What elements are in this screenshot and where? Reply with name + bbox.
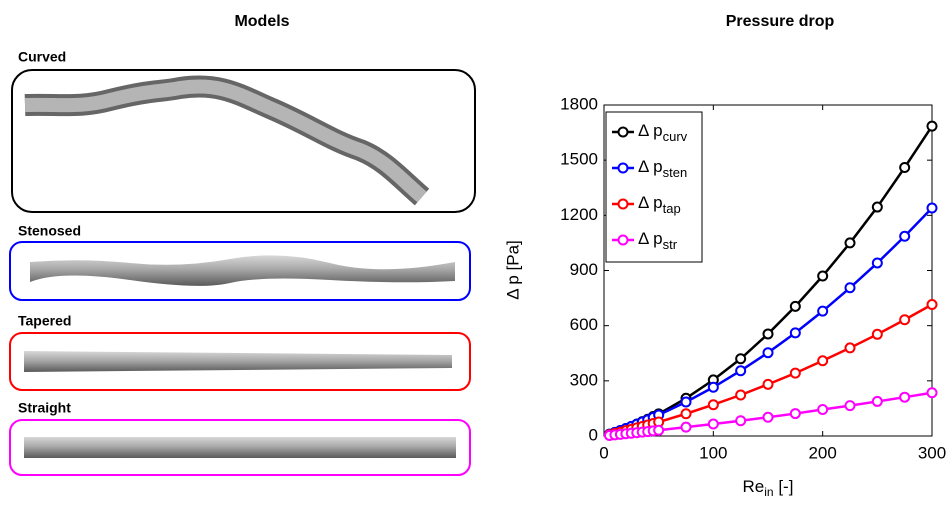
model-label: Tapered (18, 313, 71, 329)
stenosed-model (30, 255, 455, 286)
y-tick-label: 300 (570, 370, 598, 389)
point (928, 300, 937, 309)
y-tick-label: 0 (589, 425, 598, 444)
point (873, 203, 882, 212)
point (873, 258, 882, 267)
x-tick-label: 0 (599, 443, 608, 462)
point (928, 203, 937, 212)
legend-sub: curv (663, 129, 688, 144)
point (818, 356, 827, 365)
x-axis-label: Rein [-] (743, 477, 794, 499)
legend-sub: tap (663, 201, 681, 216)
model-label: Curved (18, 49, 66, 65)
point (764, 329, 773, 338)
x-tick-label: 200 (808, 443, 836, 462)
point (900, 163, 909, 172)
x-label-sub: in (764, 485, 773, 499)
legend-name: Δ p (638, 157, 663, 176)
y-axis-label: Δ p [Pa] (503, 240, 522, 300)
point (736, 390, 745, 399)
point (818, 272, 827, 281)
point (873, 397, 882, 406)
models-title: Models (234, 13, 289, 30)
point (846, 238, 855, 247)
legend-marker (619, 164, 628, 173)
point (900, 393, 909, 402)
legend-sub: sten (663, 165, 688, 180)
legend-marker (619, 200, 628, 209)
legend-sub: str (663, 237, 678, 252)
point (682, 423, 691, 432)
point (791, 302, 800, 311)
x-tick-label: 300 (918, 443, 946, 462)
model-label: Stenosed (18, 223, 81, 239)
point (900, 315, 909, 324)
point (709, 420, 718, 429)
point (736, 354, 745, 363)
chart-title: Pressure drop (726, 13, 835, 30)
point (791, 328, 800, 337)
point (791, 409, 800, 418)
point (818, 307, 827, 316)
point (736, 366, 745, 375)
point (682, 409, 691, 418)
point (900, 232, 909, 241)
x-label-text: Re (743, 477, 765, 496)
legend-marker (619, 236, 628, 245)
point (791, 369, 800, 378)
point (764, 380, 773, 389)
legend-name: Δ p (638, 193, 663, 212)
y-tick-label: 600 (570, 315, 598, 334)
point (682, 397, 691, 406)
legend-name: Δ p (638, 229, 663, 248)
point (928, 122, 937, 131)
y-tick-label: 1500 (560, 150, 598, 169)
point (846, 283, 855, 292)
tapered-model (24, 351, 452, 372)
point (928, 388, 937, 397)
x-label-suffix: [-] (774, 477, 794, 496)
y-tick-label: 900 (570, 260, 598, 279)
point (818, 405, 827, 414)
legend-name: Δ p (638, 121, 663, 140)
legend-marker (619, 128, 628, 137)
y-tick-label: 1200 (560, 205, 598, 224)
figure: Models Curved Stenosed Tapered Straight … (0, 0, 948, 500)
point (846, 401, 855, 410)
point (709, 400, 718, 409)
point (764, 348, 773, 357)
point (736, 416, 745, 425)
x-tick-label: 100 (699, 443, 727, 462)
point (654, 426, 663, 435)
model-label: Straight (18, 400, 71, 416)
point (846, 343, 855, 352)
point (873, 330, 882, 339)
y-tick-label: 1800 (560, 94, 598, 113)
straight-model (24, 437, 456, 458)
point (764, 413, 773, 422)
point (709, 383, 718, 392)
